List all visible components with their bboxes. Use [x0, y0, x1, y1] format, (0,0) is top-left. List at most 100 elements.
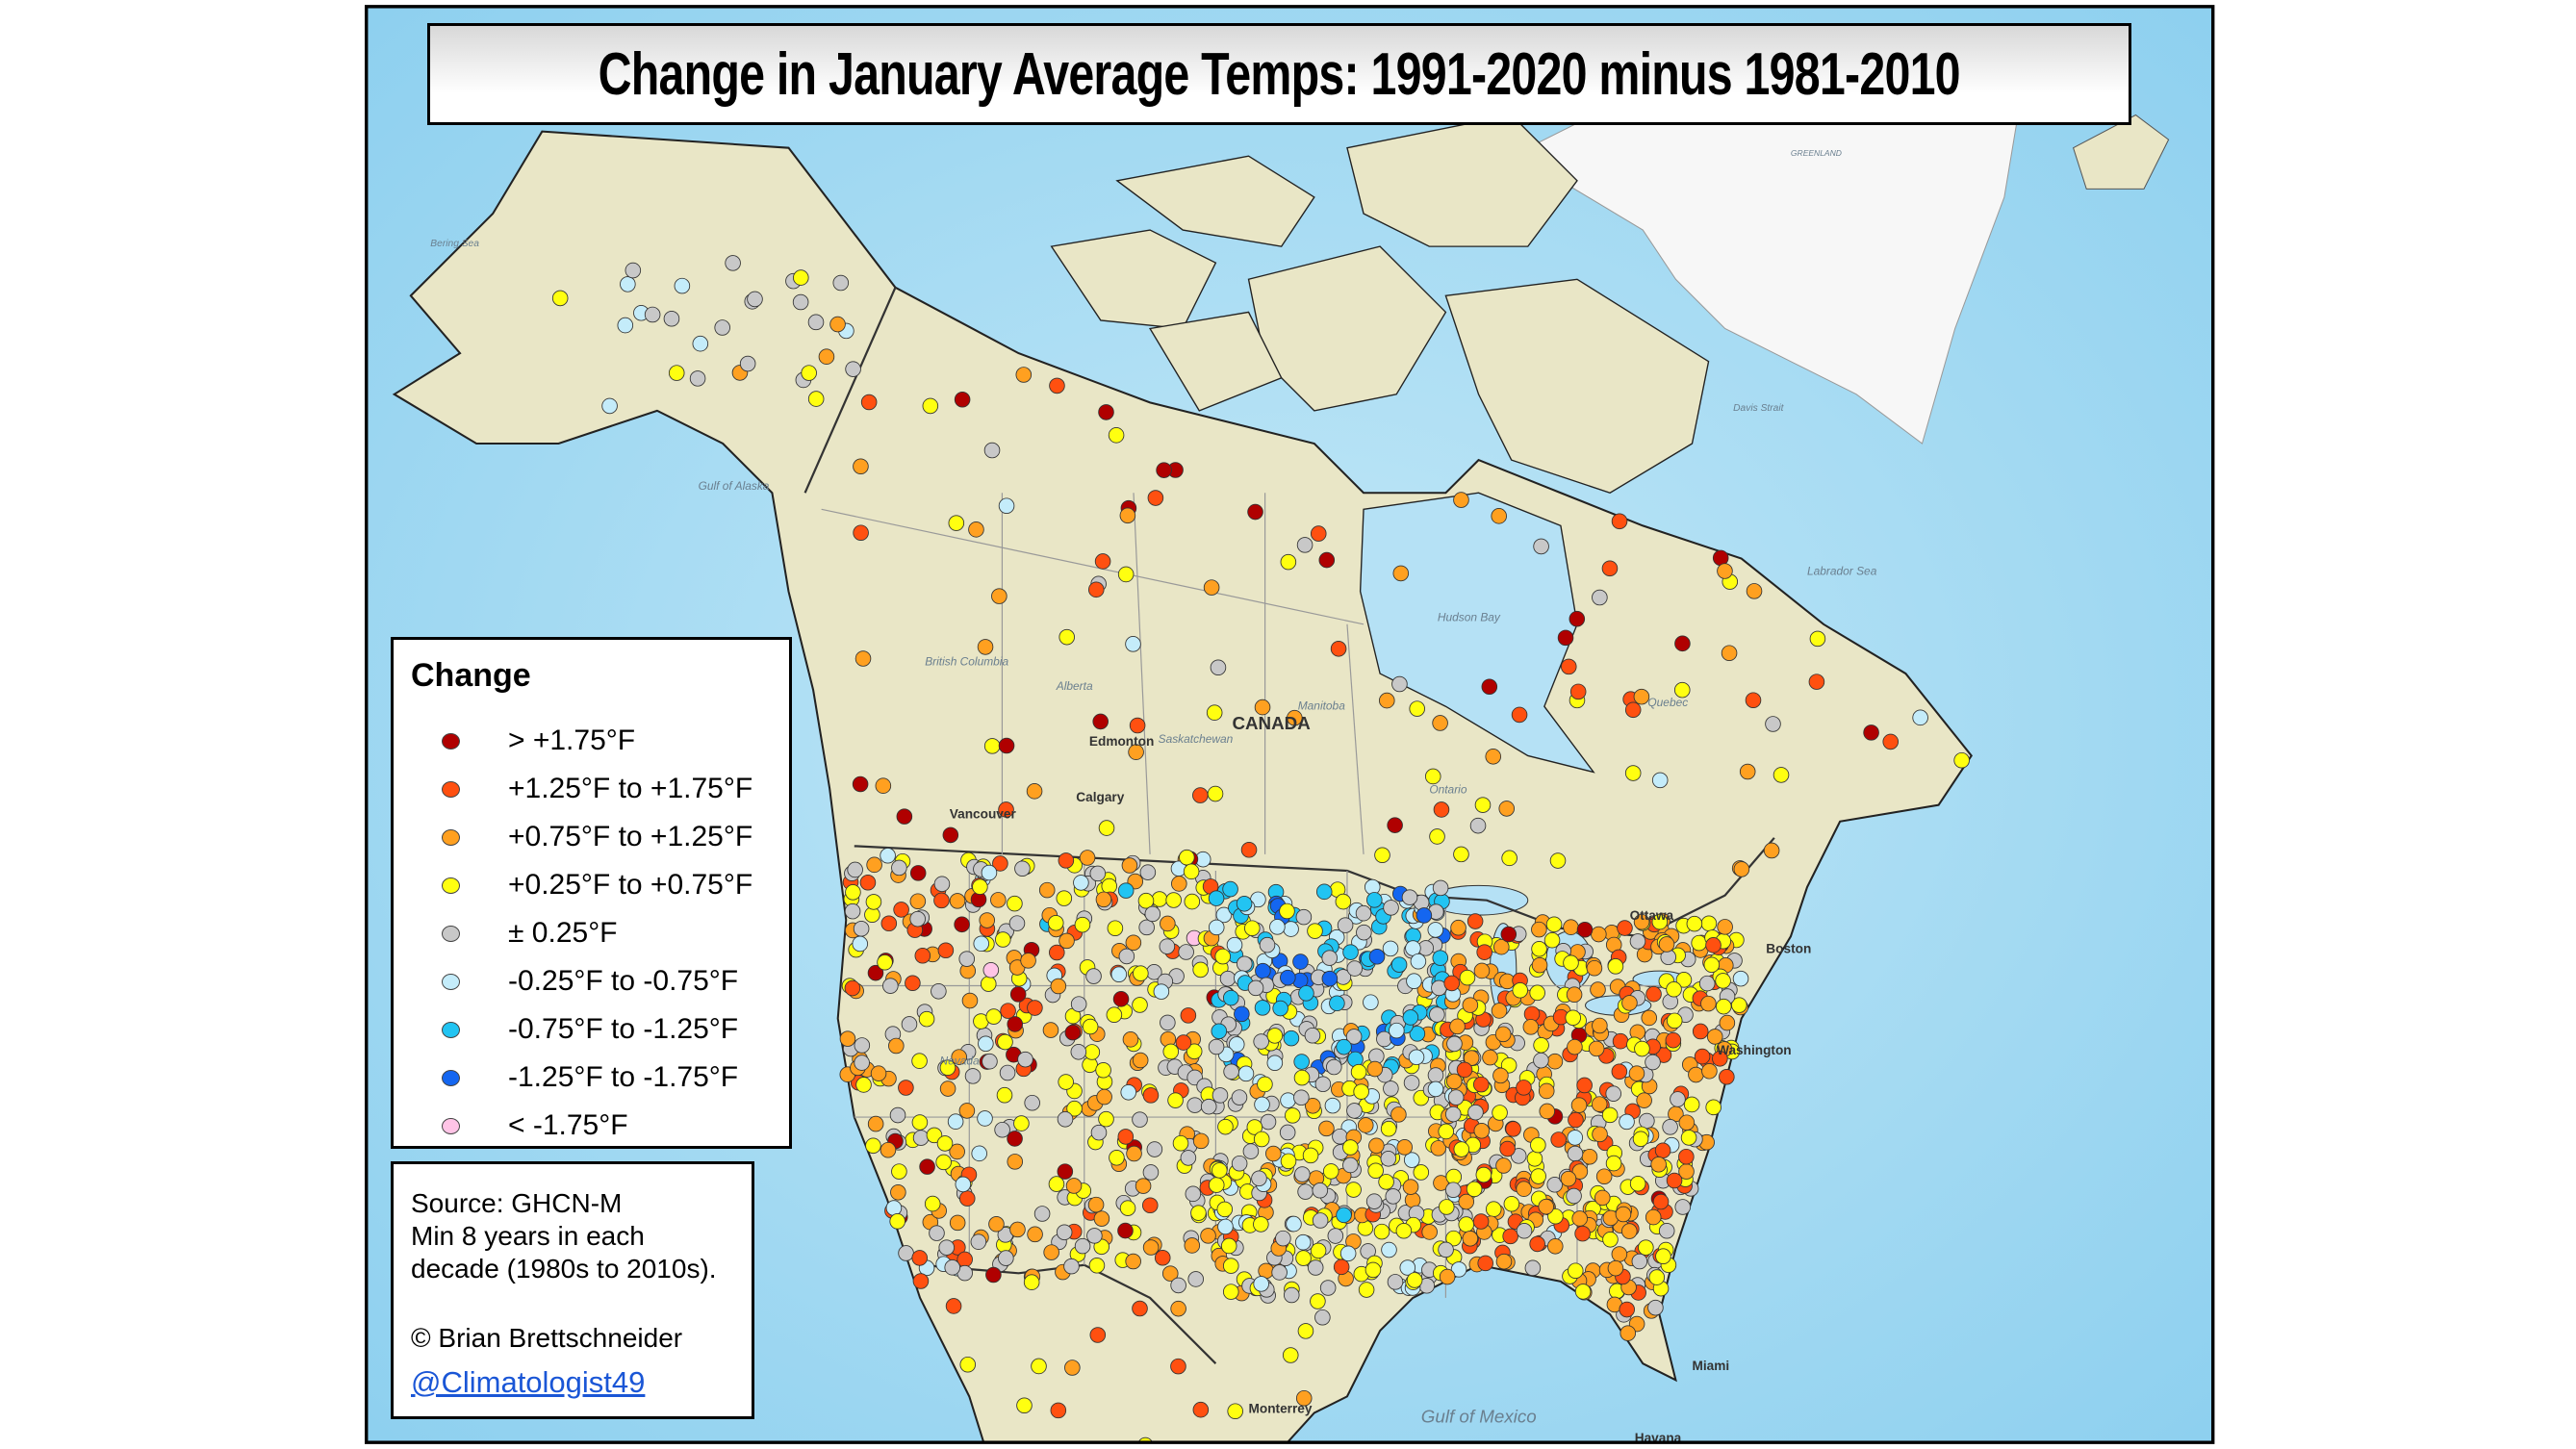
station-dot — [1190, 1205, 1207, 1221]
station-dot — [1620, 1223, 1638, 1239]
station-dot — [1283, 1030, 1300, 1047]
station-dot — [1620, 1325, 1637, 1341]
station-dot — [1058, 1074, 1074, 1090]
station-dot — [898, 1245, 914, 1261]
station-dot — [1084, 1044, 1101, 1060]
station-dot — [1469, 817, 1487, 834]
station-dot — [981, 864, 998, 881]
map-frame — [365, 5, 2215, 1444]
station-dot — [1408, 1049, 1425, 1066]
station-dot — [1662, 1119, 1678, 1135]
station-dot — [1122, 1031, 1139, 1048]
station-dot — [1611, 1063, 1628, 1080]
label-hudson-bay: Hudson Bay — [1438, 610, 1501, 623]
station-dot — [1357, 1117, 1374, 1133]
station-dot — [1307, 1259, 1324, 1276]
station-dot — [867, 1115, 884, 1132]
legend-item: < -1.75°F — [394, 1102, 628, 1150]
station-dot — [1739, 763, 1756, 780]
station-dot — [1538, 1198, 1554, 1215]
station-dot — [1329, 995, 1345, 1012]
station-dot — [1571, 1163, 1589, 1180]
station-dot — [1318, 551, 1336, 569]
station-dot — [958, 1103, 976, 1119]
label-calgary: Calgary — [1076, 790, 1124, 804]
station-dot — [1160, 915, 1176, 932]
station-dot — [1154, 1249, 1171, 1266]
station-dot — [1763, 842, 1780, 859]
station-dot — [1137, 892, 1155, 909]
station-dot — [939, 1059, 956, 1076]
legend-swatch-icon — [442, 1021, 460, 1038]
station-dot — [1530, 1136, 1546, 1154]
station-dot — [1253, 1276, 1269, 1292]
station-dot — [1402, 1009, 1419, 1026]
station-dot — [1733, 861, 1750, 877]
station-dot — [1312, 1212, 1329, 1229]
station-dot — [1286, 1215, 1302, 1233]
station-dot — [1342, 944, 1359, 960]
station-dot — [1485, 749, 1502, 765]
station-dot — [1591, 926, 1607, 943]
station-dot — [888, 1037, 905, 1055]
station-dot — [1368, 1137, 1385, 1155]
station-dot — [1691, 934, 1707, 952]
legend-swatch-icon — [442, 828, 460, 846]
station-dot — [939, 1080, 956, 1097]
station-dot — [1594, 1189, 1611, 1207]
station-dot — [1654, 1142, 1671, 1159]
station-dot — [1698, 975, 1716, 992]
station-dot — [1186, 1097, 1203, 1113]
station-dot — [1381, 1241, 1397, 1258]
station-dot — [998, 801, 1014, 818]
station-dot — [1175, 1034, 1192, 1051]
station-dot — [922, 397, 939, 415]
station-dot — [1222, 1258, 1239, 1274]
label-british-columbia: British Columbia — [925, 655, 1008, 669]
station-dot — [880, 847, 896, 864]
station-dot — [1280, 1153, 1297, 1170]
station-dot — [1675, 972, 1693, 988]
station-dot — [1117, 566, 1135, 583]
station-dot — [1350, 1063, 1367, 1080]
station-dot — [1474, 797, 1492, 813]
station-dot — [854, 1055, 870, 1071]
station-dot — [1147, 490, 1164, 506]
station-dot — [617, 317, 634, 334]
station-dot — [996, 1086, 1013, 1104]
station-dot — [1678, 1114, 1696, 1131]
station-dot — [1318, 1120, 1335, 1137]
station-dot — [1227, 1403, 1243, 1420]
station-dot — [1526, 1151, 1543, 1167]
station-dots — [551, 255, 1970, 1443]
station-dot — [1064, 1360, 1081, 1376]
twitter-handle-link[interactable]: @Climatologist49 — [411, 1365, 646, 1399]
station-dot — [1633, 688, 1650, 705]
station-dot — [1533, 538, 1549, 555]
station-dot — [1088, 1257, 1106, 1274]
station-dot — [1621, 995, 1638, 1011]
station-dot — [875, 777, 892, 794]
station-dot — [1601, 560, 1619, 577]
station-dot — [1132, 997, 1148, 1013]
station-dot — [1683, 1096, 1700, 1113]
station-dot — [1307, 923, 1323, 939]
station-dot — [1863, 724, 1879, 741]
station-dot — [954, 391, 971, 408]
station-dot — [1132, 1052, 1149, 1069]
station-dot — [1057, 1163, 1074, 1180]
legend-item: -1.25°F to -1.75°F — [394, 1054, 738, 1102]
station-dot — [860, 394, 878, 411]
station-dot — [1254, 699, 1271, 716]
station-dot — [1882, 733, 1900, 750]
station-dot — [1568, 1111, 1584, 1129]
station-dot — [1601, 1106, 1619, 1124]
label-bering-sea: Bering Sea — [430, 239, 479, 249]
station-dot — [1184, 893, 1201, 910]
station-dot — [1638, 1239, 1654, 1256]
station-dot — [1013, 1115, 1030, 1131]
station-dot — [1446, 1035, 1463, 1053]
station-dot — [1624, 701, 1642, 719]
station-dot — [1387, 817, 1403, 833]
station-dot — [1570, 1097, 1588, 1113]
